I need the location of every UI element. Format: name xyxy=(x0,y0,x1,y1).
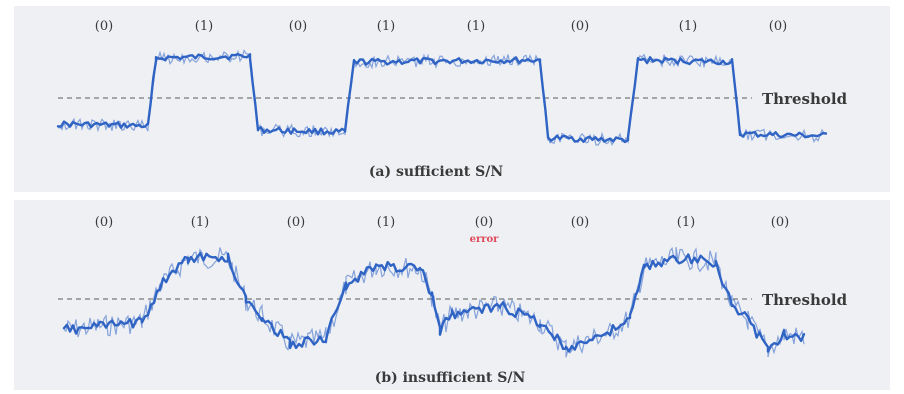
panel-b-bit-1: (0) xyxy=(95,215,113,230)
panel-a-threshold-label: Threshold xyxy=(762,90,848,108)
panel-b-bit-3: (0) xyxy=(287,215,305,230)
panel-b-threshold-label: Threshold xyxy=(762,291,848,309)
panel-b-bit-4: (1) xyxy=(377,215,395,230)
panel-a-bit-6: (0) xyxy=(571,19,589,34)
panel-a-bit-labels: (0) (1) (0) (1) (1) (0) (1) (0) xyxy=(95,19,787,34)
panel-a-bit-2: (1) xyxy=(195,19,213,34)
panel-b-signal-trace xyxy=(62,252,806,353)
panel-b-caption: (b) insufficient S/N xyxy=(375,370,526,386)
panel-a-bit-1: (0) xyxy=(95,19,113,34)
panel-a-signal-trace xyxy=(56,53,828,144)
panel-b-bit-2: (1) xyxy=(191,215,209,230)
panel-b-error-mark: error xyxy=(470,234,500,245)
panel-b-background xyxy=(14,200,890,390)
panel-a-bit-4: (1) xyxy=(377,19,395,34)
panel-b-bit-6: (0) xyxy=(571,215,589,230)
panel-a-bit-3: (0) xyxy=(289,19,307,34)
panel-a-background xyxy=(14,6,890,192)
panel-a-bit-5: (1) xyxy=(467,19,485,34)
panel-a-bit-8: (0) xyxy=(769,19,787,34)
panel-b-bit-8: (0) xyxy=(771,215,789,230)
panel-a-caption: (a) sufficient S/N xyxy=(369,164,504,180)
panel-b-bit-7: (1) xyxy=(677,215,695,230)
panel-b-bit-labels: (0) (1) (0) (1) (0) (0) (1) (0) xyxy=(95,215,789,230)
panel-b-bit-5: (0) xyxy=(475,215,493,230)
panel-a-bit-7: (1) xyxy=(679,19,697,34)
